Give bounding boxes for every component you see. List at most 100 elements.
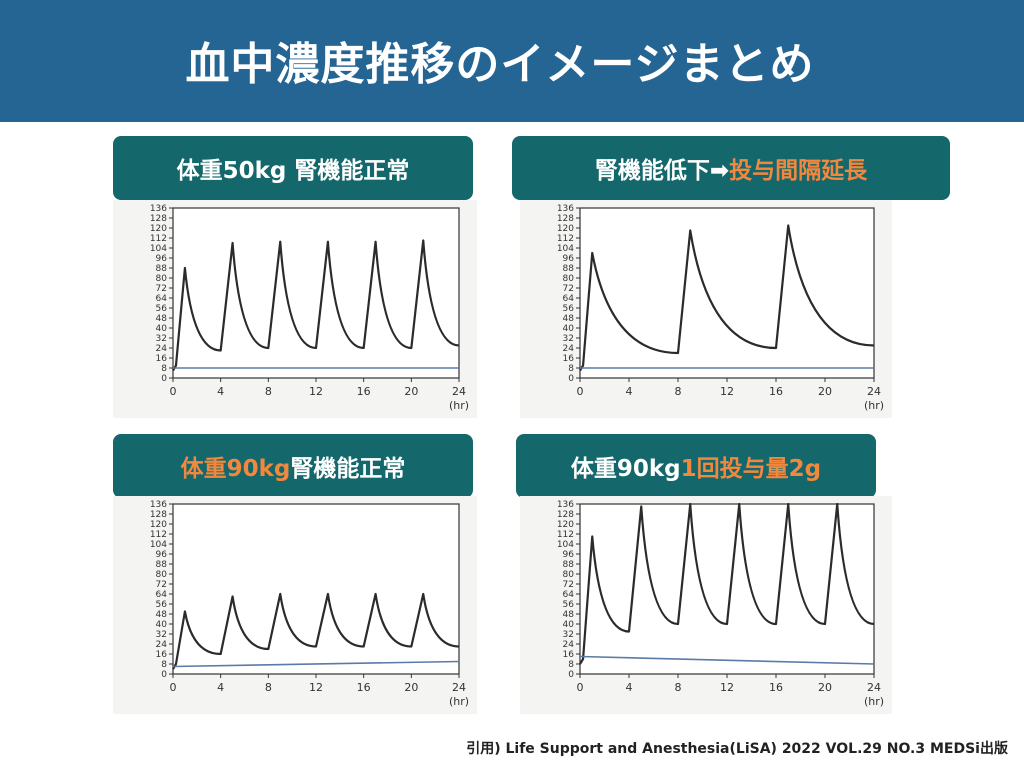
y-tick-label: 48 [156,610,168,620]
chart-panel-1: 0 8 16 24 32 40 48 56 64 72 80 88 96 104 112 120 128 136 0… [113,200,477,418]
y-tick-label: 80 [156,274,168,284]
y-tick-label: 120 [557,224,574,234]
y-tick-label: 136 [557,500,574,510]
x-tick-label: 8 [265,681,272,694]
y-tick-label: 120 [557,520,574,530]
y-tick-label: 80 [563,570,575,580]
panel-label-1-text: 体重50kg 腎機能正常 [176,158,410,184]
concentration-curve [172,239,460,372]
y-tick-label: 120 [150,520,167,530]
y-tick-label: 32 [563,334,574,344]
x-tick-label: 20 [404,385,418,398]
y-tick-label: 16 [156,354,168,364]
plot-frame [579,207,875,379]
citation: 引用) Life Support and Anesthesia(LiSA) 20… [466,741,1008,757]
plot-frame [172,503,460,675]
x-tick-label: 4 [626,681,633,694]
header-banner [0,0,1024,122]
y-tick-label: 32 [156,334,167,344]
baseline-line [579,655,875,665]
chart-panel-4: 0 8 16 24 32 40 48 56 64 72 80 88 96 104 112 120 128 136 0… [520,496,892,714]
y-tick-label: 80 [156,570,168,580]
x-tick-label: 24 [867,681,881,694]
x-tick-label: 16 [769,385,783,398]
x-tick-label: 20 [818,681,832,694]
y-tick-label: 128 [150,214,167,224]
panel-label-2: 腎機能低下➡ 投与間隔延長 [512,136,950,200]
plot-frame [579,503,875,675]
x-tick-label: 16 [357,681,371,694]
panel-label-4: 体重90kg 1回投与量2g [516,434,876,498]
chart-panel-3: 0 8 16 24 32 40 48 56 64 72 80 88 96 104 112 120 128 136 0… [113,496,477,714]
y-tick-label: 56 [156,600,168,610]
y-tick-label: 120 [150,224,167,234]
x-tick-label: 12 [309,385,323,398]
panel-label-1: 体重50kg 腎機能正常 [113,136,473,200]
y-tick-label: 136 [150,500,167,510]
panel-label-3-suffix: 腎機能正常 [290,456,406,482]
chart-4: 0816243240485664728088961041121201281360… [557,500,884,708]
y-tick-label: 104 [150,540,167,550]
y-tick-label: 128 [557,214,574,224]
y-tick-label: 64 [563,590,575,600]
y-tick-label: 72 [156,284,167,294]
y-tick-label: 112 [557,234,574,244]
x-tick-label: 12 [720,385,734,398]
y-tick-label: 32 [156,630,167,640]
y-tick-label: 64 [563,294,575,304]
chart-1: 0816243240485664728088961041121201281360… [150,204,469,412]
panel-label-2-text: 腎機能低下➡ [594,158,730,184]
y-tick-label: 16 [156,650,168,660]
x-tick-label: 12 [309,681,323,694]
y-tick-label: 8 [568,660,574,670]
y-tick-label: 104 [557,540,574,550]
panel-label-3: 体重90kg 腎機能正常 [113,434,473,498]
y-tick-label: 48 [563,314,575,324]
y-tick-label: 112 [150,234,167,244]
y-tick-label: 8 [568,364,574,374]
y-tick-label: 128 [150,510,167,520]
y-tick-label: 40 [563,324,575,334]
y-tick-label: 32 [563,630,574,640]
y-tick-label: 136 [557,204,574,214]
y-tick-label: 128 [557,510,574,520]
y-tick-label: 64 [156,590,168,600]
y-tick-label: 16 [563,650,575,660]
x-tick-label: 24 [867,385,881,398]
x-unit-label: (hr) [864,399,884,412]
x-tick-label: 24 [452,681,466,694]
x-unit-label: (hr) [864,695,884,708]
y-tick-label: 0 [568,374,574,384]
y-tick-label: 0 [161,670,167,680]
panel-label-2-highlight: 投与間隔延長 [729,158,868,184]
y-tick-label: 112 [150,530,167,540]
y-tick-label: 56 [563,304,575,314]
y-tick-label: 88 [156,264,168,274]
y-tick-label: 88 [563,264,575,274]
y-tick-label: 48 [563,610,575,620]
x-unit-label: (hr) [449,399,469,412]
y-tick-label: 64 [156,294,168,304]
plot-frame [172,207,460,379]
baseline-line [172,660,460,668]
x-tick-label: 16 [357,385,371,398]
chart-panel-2: 0 8 16 24 32 40 48 56 64 72 80 88 96 104 112 120 128 136 0… [520,200,892,418]
y-tick-label: 104 [557,244,574,254]
panel-label-4-highlight: 1回投与量2g [680,456,822,482]
x-tick-label: 4 [217,385,224,398]
y-tick-label: 88 [563,560,575,570]
x-tick-label: 24 [452,385,466,398]
y-tick-label: 96 [156,254,168,264]
x-tick-label: 20 [818,385,832,398]
x-tick-label: 20 [404,681,418,694]
y-tick-label: 88 [156,560,168,570]
y-tick-label: 8 [161,660,167,670]
y-tick-label: 16 [563,354,575,364]
x-tick-label: 8 [265,385,272,398]
x-unit-label: (hr) [449,695,469,708]
y-tick-label: 80 [563,274,575,284]
y-tick-label: 56 [156,304,168,314]
y-tick-label: 56 [563,600,575,610]
y-tick-label: 72 [563,580,574,590]
y-tick-label: 0 [161,374,167,384]
